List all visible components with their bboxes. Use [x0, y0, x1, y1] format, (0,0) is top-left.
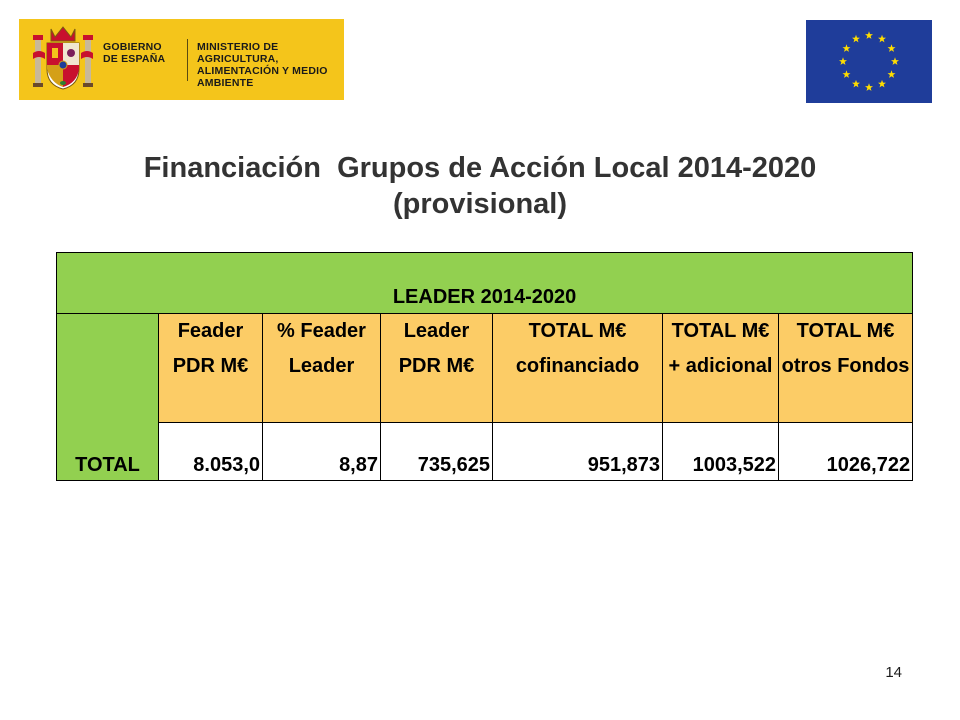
col-header-pct-feader-leader: % Feader Leader [262, 313, 381, 423]
eu-star-icon [852, 34, 860, 43]
eu-star-icon [865, 31, 873, 39]
table-header-row: TOTAL Feader PDR M€ % Feader Leader Lead… [56, 313, 914, 481]
cell-total-otros-fondos: 1026,722 [777, 422, 914, 481]
table-banner: LEADER 2014-2020 [55, 252, 914, 314]
leader-funding-table: LEADER 2014-2020 TOTAL Feader PDR M€ % F… [55, 252, 914, 481]
logo-ministry-text: MINISTERIO DE AGRICULTURA, ALIMENTACIÓN … [197, 41, 328, 89]
col-header-total-otros-fondos: TOTAL M€ otros Fondos [777, 313, 914, 423]
eu-star-icon [887, 70, 896, 78]
cell-total-adicional: 1003,522 [662, 422, 779, 481]
cell-pct-feader-leader: 8,87 [262, 422, 381, 481]
eu-star-icon [865, 83, 873, 91]
title-line-2: (provisional) [392, 188, 567, 220]
eu-star-icon [887, 44, 896, 52]
eu-star-icon [878, 34, 886, 43]
slide-title: Financiación Grupos de Acción Local 2014… [40, 150, 920, 222]
page-number: 14 [885, 664, 902, 681]
eu-star-icon [878, 79, 886, 88]
table-row: 8.053,0 8,87 735,625 951,873 1003,522 10… [57, 422, 914, 481]
eu-star-icon [842, 44, 851, 52]
title-line-1: Financiación Grupos de Acción Local 2014… [143, 152, 817, 184]
col-header-leader-pdr: Leader PDR M€ [380, 313, 493, 423]
eu-star-icon [852, 79, 860, 88]
col-header-total-cofinanciado: TOTAL M€ cofinanciado [492, 313, 663, 423]
eu-star-icon [891, 57, 899, 65]
cell-total-cofinanciado: 951,873 [492, 422, 663, 481]
col-header-total-adicional: TOTAL M€ + adicional [662, 313, 779, 423]
cell-feader-pdr: 8.053,0 [158, 422, 263, 481]
eu-flag-icon [806, 20, 932, 103]
cell-leader-pdr: 735,625 [380, 422, 493, 481]
col-header-feader-pdr: Feader PDR M€ [158, 313, 263, 423]
logo-government-text: GOBIERNO DE ESPAÑA [103, 41, 166, 65]
government-logo: GOBIERNO DE ESPAÑA MINISTERIO DE AGRICUL… [19, 19, 344, 100]
row-label-total: TOTAL [56, 313, 159, 481]
coat-of-arms-icon [31, 25, 95, 100]
logo-divider [187, 39, 188, 81]
eu-star-icon [839, 57, 847, 65]
eu-star-icon [842, 70, 851, 78]
